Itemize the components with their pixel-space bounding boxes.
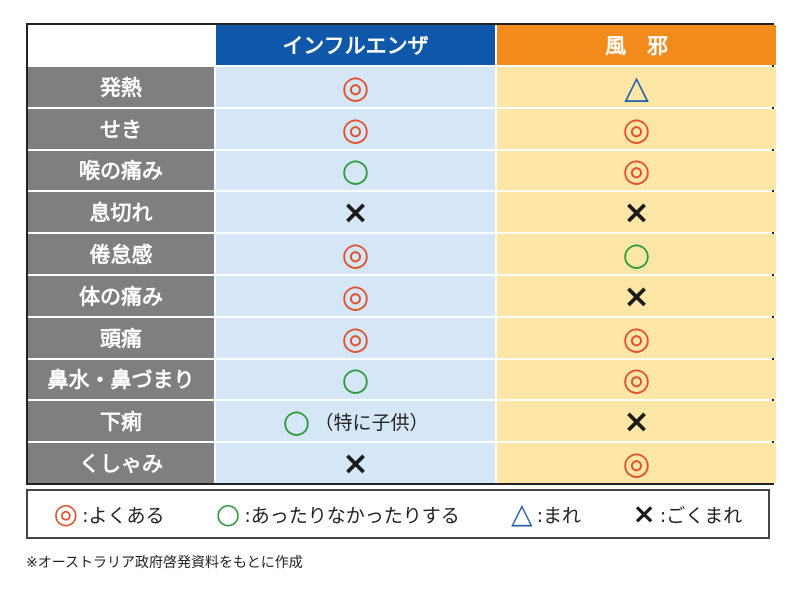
cell: ○: [497, 234, 776, 274]
row-label: 鼻水・鼻づまり: [28, 359, 214, 400]
corner-cell: [28, 25, 214, 65]
cell: ◎: [497, 317, 776, 358]
cell: ○: [216, 150, 495, 191]
symbol: ◎: [622, 151, 651, 190]
symbol: ◎: [341, 109, 370, 148]
column-header: インフルエンザ: [216, 25, 495, 65]
symbol: ○: [622, 235, 651, 274]
legend-item: ○:あったりなかったりする: [216, 500, 460, 528]
cell: ×: [497, 192, 776, 233]
row-label: 下痢: [28, 401, 214, 442]
legend-symbol: ◎: [53, 497, 79, 530]
legend-item: ×:ごくまれ: [632, 500, 742, 528]
row-label: 息切れ: [28, 192, 214, 233]
cell: ○ （特に子供）: [216, 401, 495, 442]
legend-label: :よくある: [82, 504, 165, 527]
symbol: ×: [623, 402, 650, 441]
legend-label: :まれ: [536, 504, 582, 527]
symbol: ○: [282, 402, 311, 441]
symbol: ×: [623, 193, 650, 232]
cell: ◎: [216, 234, 495, 274]
symbol: △: [624, 67, 649, 106]
legend-symbol: △: [511, 497, 533, 530]
row-label: 発熱: [28, 67, 214, 107]
symbol: ◎: [341, 235, 370, 274]
cell: ×: [497, 401, 776, 442]
legend-item: ◎:よくある: [54, 500, 165, 528]
symbol: ○: [341, 151, 370, 190]
cell: ×: [497, 275, 776, 316]
legend-item: △:まれ: [511, 500, 581, 528]
symbol: ◎: [622, 109, 651, 148]
cell: ◎: [497, 150, 776, 191]
cell: ◎: [216, 108, 495, 149]
row-label: 体の痛み: [28, 275, 214, 316]
comparison-table: インフルエンザ風 邪発熱 ◎ △ せき ◎ ◎ 喉の痛み ○ ◎ 息切れ × × 倦怠感 ◎ ○ 体の痛み ◎ ×…: [26, 23, 776, 485]
cell: ×: [216, 192, 495, 233]
cell: ◎: [216, 317, 495, 358]
footnote: ※オーストラリア政府啓発資料をもとに作成: [26, 555, 303, 571]
cell: ◎: [497, 359, 776, 400]
column-header: 風 邪: [497, 25, 776, 65]
row-label: せき: [28, 108, 214, 149]
symbol: ×: [623, 276, 650, 315]
row-label: 喉の痛み: [28, 150, 214, 191]
legend: ◎:よくある ○:あったりなかったりする △:まれ ×:ごくまれ: [26, 489, 770, 539]
legend-symbol: ×: [632, 497, 656, 530]
cell: ○: [216, 359, 495, 400]
symbol: ◎: [622, 444, 651, 483]
row-label: くしゃみ: [28, 443, 214, 483]
symbol: ◎: [341, 318, 370, 357]
row-label: 頭痛: [28, 317, 214, 358]
cell: △: [497, 67, 776, 107]
cell: ◎: [216, 67, 495, 107]
symbol: ○: [341, 360, 370, 399]
symbol: ◎: [341, 276, 370, 315]
cell: ◎: [497, 108, 776, 149]
cell: ×: [216, 443, 495, 483]
cell: ◎: [497, 443, 776, 483]
legend-label: :あったりなかったりする: [244, 504, 460, 527]
symbol: ◎: [341, 67, 370, 106]
row-label: 倦怠感: [28, 234, 214, 274]
symbol: ◎: [622, 360, 651, 399]
symbol: ◎: [622, 318, 651, 357]
legend-label: :ごくまれ: [659, 504, 743, 527]
cell: ◎: [216, 275, 495, 316]
cell-note: （特に子供）: [314, 411, 429, 434]
legend-symbol: ○: [215, 497, 241, 530]
symbol: ×: [342, 444, 369, 483]
symbol: ×: [342, 193, 369, 232]
